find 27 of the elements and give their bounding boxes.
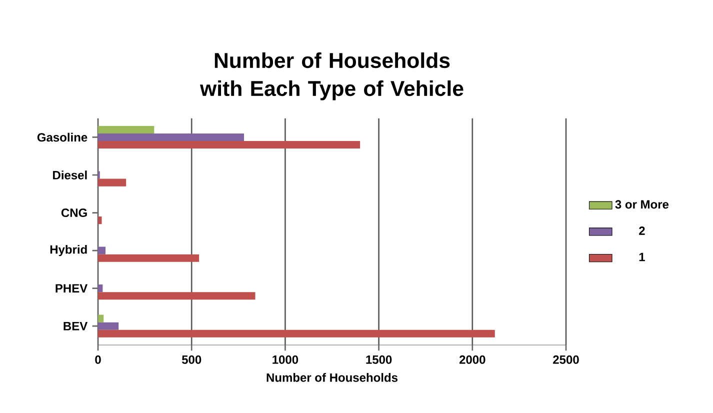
- bar: [98, 292, 256, 300]
- y-tick-label: Hybrid: [50, 244, 87, 256]
- legend-label: 1: [639, 252, 645, 262]
- y-tick-label: BEV: [64, 322, 88, 330]
- x-tick-label: 500: [182, 355, 202, 364]
- y-tick-label: PHEV: [56, 284, 88, 292]
- bar: [98, 133, 244, 141]
- y-tick-label: Diesel: [53, 170, 87, 180]
- y-tick-label: Gasoline: [37, 132, 88, 142]
- legend-label: 2: [639, 226, 645, 235]
- bar: [98, 246, 106, 254]
- y-tick-label: CNG: [61, 208, 87, 218]
- bar: [98, 178, 126, 186]
- bar: [98, 216, 102, 224]
- chart-title: Number of Households with Each Type of Vehicle: [200, 52, 464, 100]
- x-tick-label: 1500: [366, 355, 392, 364]
- bar: [98, 140, 360, 149]
- bar: [98, 254, 200, 262]
- legend-label: 3 or More: [615, 200, 669, 209]
- bar: [98, 322, 119, 330]
- x-tick-label: 0: [95, 355, 101, 364]
- x-tick-label: 2000: [459, 355, 486, 364]
- x-tick-label: 2500: [553, 355, 579, 364]
- x-axis-title: Number of Households: [266, 373, 398, 382]
- bar: [98, 330, 495, 338]
- bar: [98, 126, 154, 134]
- x-tick-label: 1000: [272, 355, 298, 364]
